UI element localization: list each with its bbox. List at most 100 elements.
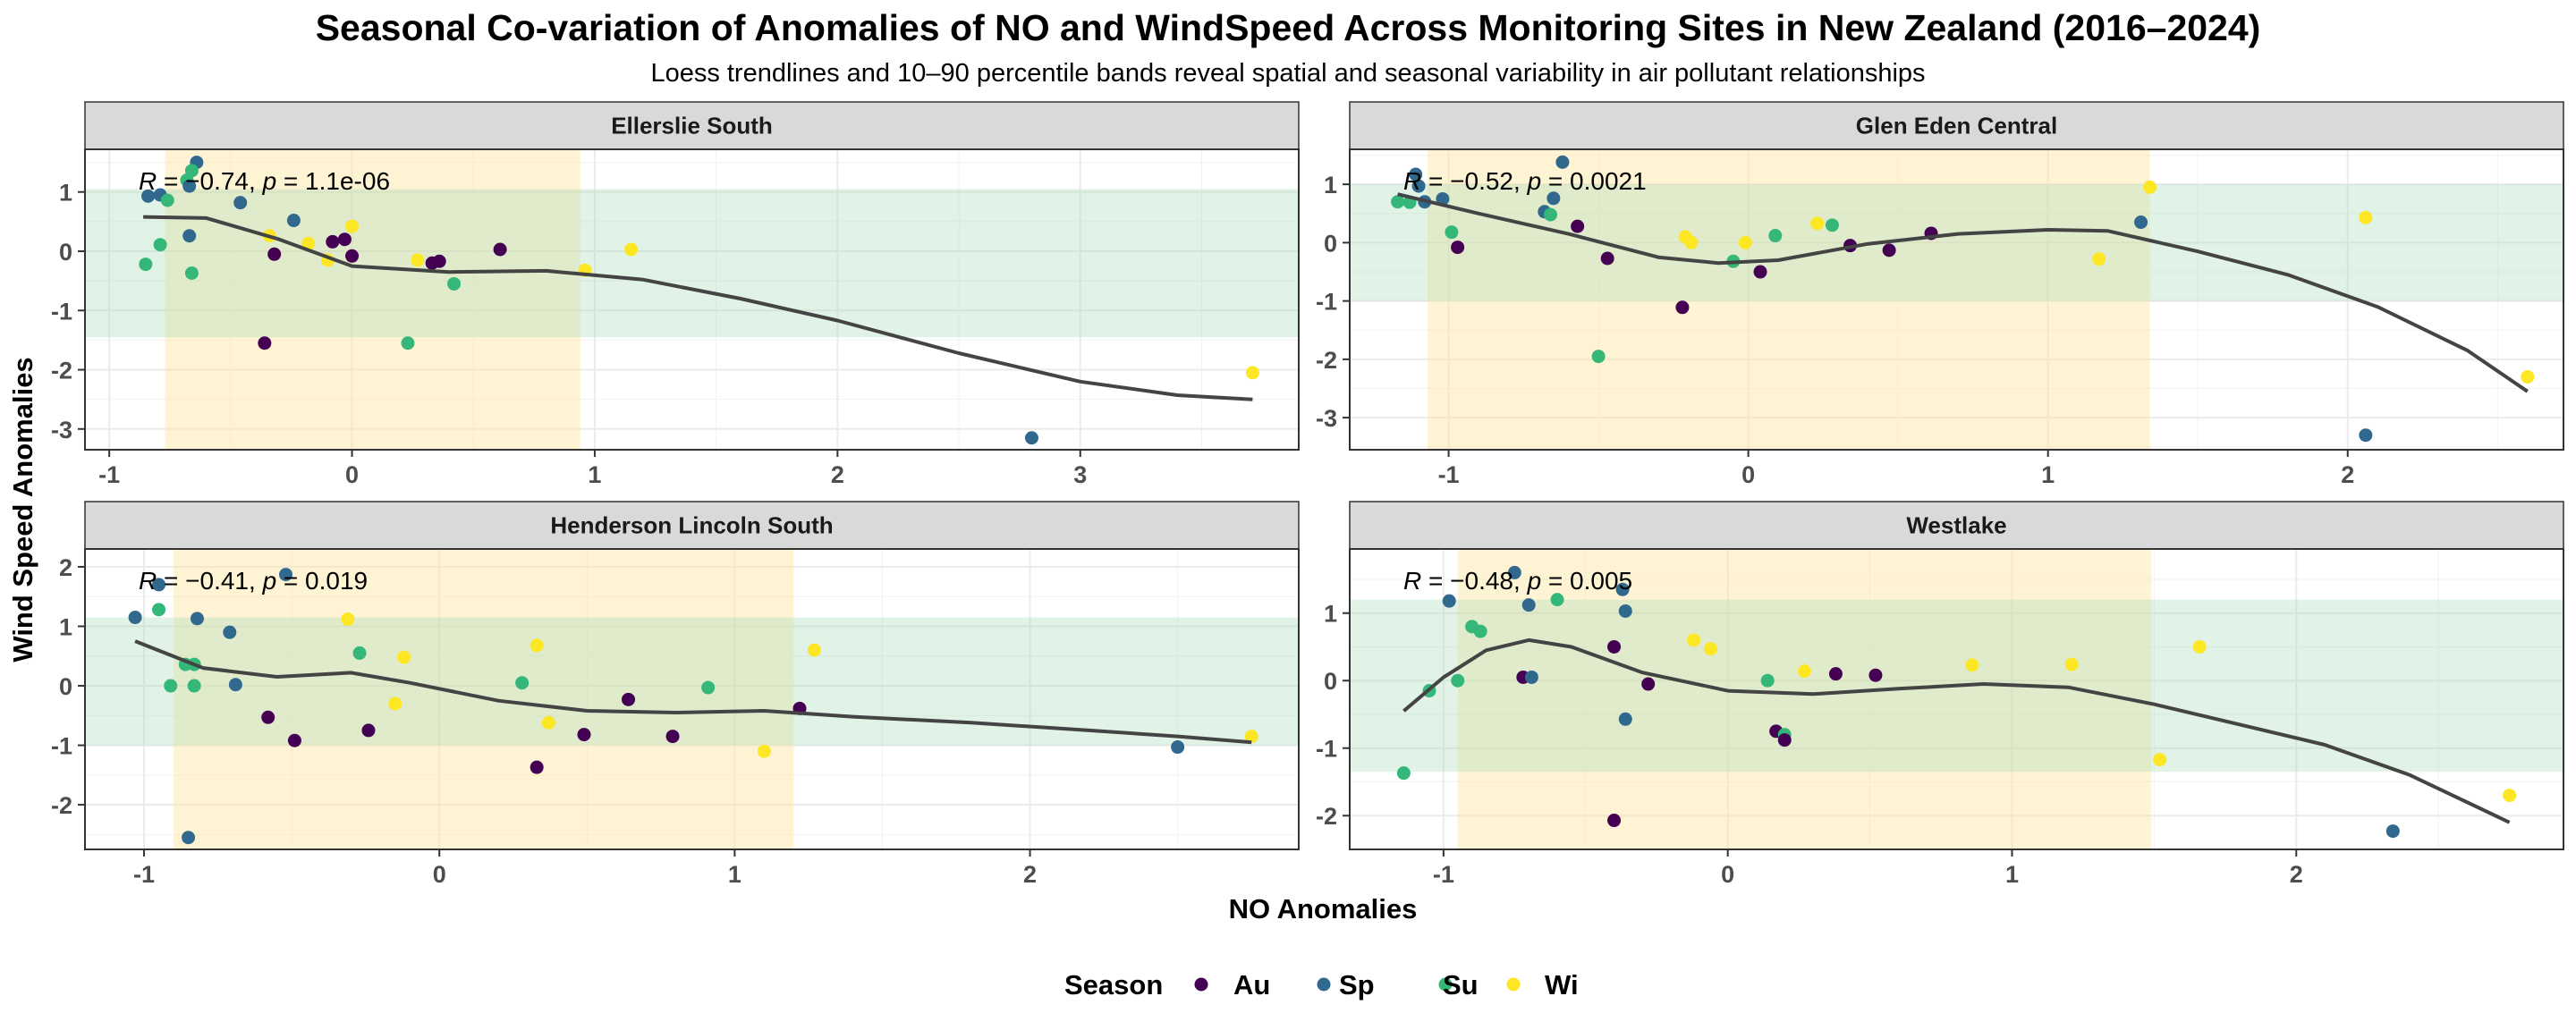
data-point-wi <box>1738 235 1752 249</box>
data-point-wi <box>541 715 555 730</box>
data-point-sp <box>190 612 204 626</box>
data-point-sp <box>1615 582 1630 596</box>
data-point-su <box>1543 207 1557 222</box>
facet-panels: Ellerslie South R = −0.74, p = 1.1e-06 -1 0… <box>51 101 2564 888</box>
data-point-au <box>1641 677 1656 691</box>
facet-panel: Ellerslie South R = −0.74, p = 1.1e-06 -1 0… <box>51 101 1300 488</box>
y-tick-label: 1 <box>59 180 72 207</box>
data-point-wi <box>1245 366 1259 380</box>
facet-panel: Henderson Lincoln South R = −0.41, p = 0.… <box>51 501 1300 888</box>
y-tick-label: -3 <box>1316 405 1337 432</box>
data-point-au <box>432 254 446 268</box>
data-point-su <box>1451 673 1465 688</box>
data-point-sp <box>1436 191 1450 206</box>
y-axis-title: Wind Speed Anomalies <box>7 357 38 662</box>
data-point-wi <box>2503 789 2517 803</box>
x-tick-label: -1 <box>1438 461 1460 488</box>
data-point-su <box>160 193 174 207</box>
y-tick-label: 1 <box>1324 601 1337 628</box>
loess-trendline <box>1402 637 2511 824</box>
plot-background <box>85 549 1299 849</box>
data-point-sp <box>1411 179 1426 193</box>
panel-border <box>84 148 1300 451</box>
data-point-su <box>187 679 201 693</box>
data-point-wi <box>2064 657 2079 671</box>
data-point-wi <box>808 643 822 657</box>
y-tick-label: -1 <box>1316 736 1337 763</box>
data-point-sp <box>2359 428 2373 443</box>
y-percentile-band <box>85 189 1299 338</box>
data-point-wi <box>411 253 425 267</box>
data-point-au <box>665 730 680 744</box>
correlation-annotation: R = −0.74, p = 1.1e-06 <box>139 167 390 195</box>
data-point-su <box>1396 766 1411 781</box>
data-point-au <box>1828 667 1843 681</box>
legend-key-au <box>1194 977 1208 992</box>
data-point-sp <box>1546 191 1561 206</box>
y-tick-label: 1 <box>59 613 72 640</box>
data-point-au <box>345 249 360 263</box>
legend-item-au: Au <box>1194 969 1270 1000</box>
x-tick-label: -1 <box>1433 861 1454 888</box>
data-point-wi <box>2143 180 2157 194</box>
data-point-au <box>577 728 591 742</box>
data-point-su <box>1550 593 1564 607</box>
facet-title: Henderson Lincoln South <box>550 512 833 539</box>
loess-trendline <box>1397 192 2529 393</box>
data-point-wi <box>1797 664 1811 679</box>
data-point-sp <box>182 229 197 243</box>
data-point-sp <box>141 189 156 203</box>
plot-area <box>1350 549 2563 849</box>
data-point-au <box>1600 251 1614 266</box>
facet-title: Ellerslie South <box>611 113 773 139</box>
y-tick-label: -1 <box>51 733 72 760</box>
data-point-sp <box>1618 712 1632 726</box>
data-point-sp <box>1524 670 1538 684</box>
data-point-wi <box>2192 639 2207 654</box>
data-point-sp <box>128 611 142 625</box>
data-point-su <box>1445 225 1459 240</box>
data-point-sp <box>2385 824 2400 839</box>
x-tick-label: 1 <box>2005 861 2019 888</box>
facet-strip <box>84 501 1300 550</box>
data-point-au <box>258 336 272 350</box>
y-tick-label: 2 <box>59 554 72 581</box>
x-tick-label: 2 <box>2290 861 2303 888</box>
data-point-su <box>515 676 530 690</box>
data-point-wi <box>2092 252 2106 266</box>
legend-label: Sp <box>1339 969 1375 1000</box>
data-point-sp <box>1507 565 1521 579</box>
data-point-wi <box>1965 658 1979 672</box>
data-point-sp <box>1618 604 1632 618</box>
x-percentile-band <box>165 149 580 450</box>
data-point-wi <box>301 236 316 250</box>
data-point-sp <box>228 678 242 692</box>
panel-border <box>84 548 1300 850</box>
y-tick-label: -2 <box>1316 803 1337 830</box>
data-point-su <box>153 238 167 252</box>
y-tick-label: 1 <box>1324 172 1337 198</box>
data-point-au <box>1777 733 1792 747</box>
data-point-au <box>261 710 275 724</box>
legend-key-wi <box>1506 977 1521 992</box>
data-point-su <box>447 276 462 291</box>
y-tick-label: -1 <box>51 298 72 325</box>
y-tick-label: -2 <box>51 792 72 819</box>
y-tick-label: 0 <box>59 239 72 266</box>
data-point-sp <box>1171 740 1185 755</box>
y-tick-label: -3 <box>51 417 72 443</box>
legend-key-sp <box>1317 977 1331 992</box>
facet-strip <box>1349 101 2564 150</box>
x-axis-title: NO Anomalies <box>1229 893 1418 924</box>
legend-label: Wi <box>1545 969 1579 1000</box>
data-point-au <box>326 234 340 249</box>
data-point-au <box>1675 300 1690 315</box>
data-point-au <box>1571 219 1585 233</box>
data-point-wi <box>2521 369 2535 384</box>
y-tick-label: 0 <box>1324 230 1337 257</box>
plot-area <box>85 549 1299 849</box>
data-point-wi <box>388 697 402 711</box>
x-tick-label: 2 <box>831 461 844 488</box>
data-point-su <box>1760 673 1775 688</box>
data-point-wi <box>757 744 771 758</box>
